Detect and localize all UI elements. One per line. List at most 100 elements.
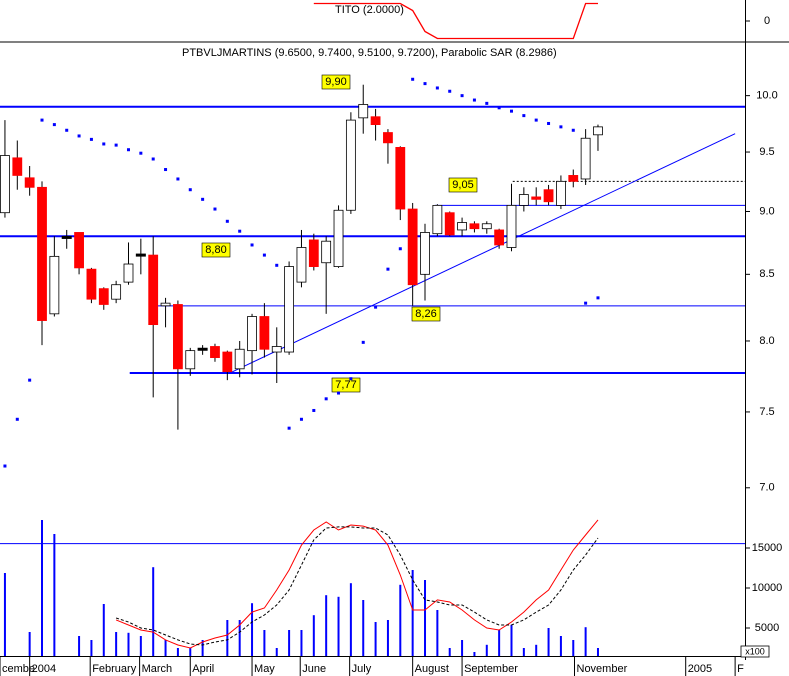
level-label-box — [321, 74, 351, 90]
candle-body — [160, 302, 171, 307]
volume-bar — [115, 632, 118, 656]
sar-dot — [114, 143, 118, 147]
volume-bar — [337, 596, 340, 656]
sar-dot — [188, 188, 192, 192]
level-label: 8,80 — [205, 244, 226, 256]
x-tick-label: June — [302, 663, 326, 675]
volume-bar — [90, 640, 93, 656]
sar-dot — [139, 151, 143, 155]
volume-bar — [300, 630, 303, 656]
sar-dot — [374, 305, 378, 309]
level-label: 9,90 — [325, 76, 346, 88]
volume-bar — [424, 580, 427, 656]
y-tick-label: 10000 — [752, 582, 783, 594]
candle-body — [580, 137, 591, 180]
sar-dot — [52, 123, 56, 127]
volume-bar — [176, 648, 179, 656]
sar-dot — [497, 106, 501, 110]
candle-body — [173, 304, 183, 370]
candle-body — [358, 104, 369, 119]
volume-bar — [201, 640, 204, 656]
sar-dot — [386, 267, 390, 271]
volume-bar — [127, 632, 130, 656]
sar-dot — [65, 128, 69, 132]
candle-body — [0, 155, 10, 214]
x-tick-label: November — [577, 663, 628, 675]
candle-body — [370, 116, 381, 126]
volume-bar — [473, 652, 476, 656]
sar-dot — [411, 77, 415, 81]
volume-bar — [584, 627, 587, 656]
sar-dot — [423, 82, 427, 86]
candle-body — [12, 157, 23, 176]
volume-bar — [102, 604, 105, 656]
x-tick-label: March — [142, 663, 173, 675]
sar-dot — [250, 243, 254, 247]
candle-body — [593, 126, 603, 136]
sar-dot — [349, 377, 353, 381]
volume-bar — [53, 534, 56, 656]
volume-bar — [152, 567, 155, 656]
chart-title: PTBVLJMARTINS (9.6500, 9.7400, 9.5100, 9… — [182, 47, 557, 59]
x-tick-label: September — [464, 663, 518, 675]
volume-bar — [436, 610, 439, 656]
candle-body — [308, 239, 319, 267]
volume-bar — [164, 640, 167, 656]
volume-bar — [596, 648, 599, 656]
volume-bar — [498, 630, 501, 656]
candle-body — [506, 204, 517, 248]
volume-bar — [288, 630, 291, 656]
candle-body — [296, 247, 307, 283]
volume-bar — [559, 636, 562, 656]
y-tick-label: 5000 — [755, 622, 779, 634]
volume-bar — [189, 648, 192, 656]
level-label-box — [331, 377, 361, 393]
y-tick-label: 8.0 — [759, 335, 774, 347]
sar-dot — [262, 253, 266, 257]
volume-bar — [275, 648, 278, 656]
volume-bar — [226, 620, 229, 656]
candle-body — [543, 189, 554, 203]
candle-body — [123, 263, 134, 283]
level-label: 8,26 — [415, 308, 436, 320]
sar-dot — [584, 301, 588, 305]
x-tick-label: August — [415, 663, 449, 675]
x-tick-label: 2004 — [32, 663, 56, 675]
x-tick-label: 2005 — [688, 663, 712, 675]
sar-dot — [3, 464, 7, 468]
y-tick-label: 15000 — [752, 542, 783, 554]
sar-dot — [15, 417, 19, 421]
sar-dot — [40, 118, 44, 122]
sar-dot — [299, 417, 303, 421]
sar-dot — [102, 142, 106, 146]
y-tick-label: 7.5 — [759, 406, 774, 418]
candle-body — [481, 223, 492, 230]
sar-dot — [28, 378, 32, 382]
sar-dot — [559, 125, 563, 129]
sar-dot — [164, 168, 168, 172]
sar-dot — [77, 134, 81, 138]
candle-body — [333, 209, 344, 267]
volume-bar — [312, 615, 315, 656]
candle-body — [86, 268, 97, 300]
sar-dot — [596, 296, 600, 300]
volume-bar — [325, 595, 328, 656]
volume-bar — [374, 622, 377, 656]
volume-bar — [572, 640, 575, 656]
level-label-box — [411, 306, 441, 322]
level-label: 7,77 — [335, 379, 356, 391]
sar-dot — [312, 408, 316, 412]
x-tick-label: February — [92, 663, 137, 675]
sar-dot — [225, 219, 229, 223]
volume-bar — [522, 648, 525, 656]
candle-body — [444, 212, 455, 236]
volume-bar — [411, 570, 414, 656]
x-tick-label: F — [737, 663, 744, 675]
sar-dot — [287, 426, 291, 430]
sar-dot — [213, 207, 217, 211]
x-tick-label: cembe — [2, 663, 35, 675]
volume-bar — [139, 636, 142, 656]
